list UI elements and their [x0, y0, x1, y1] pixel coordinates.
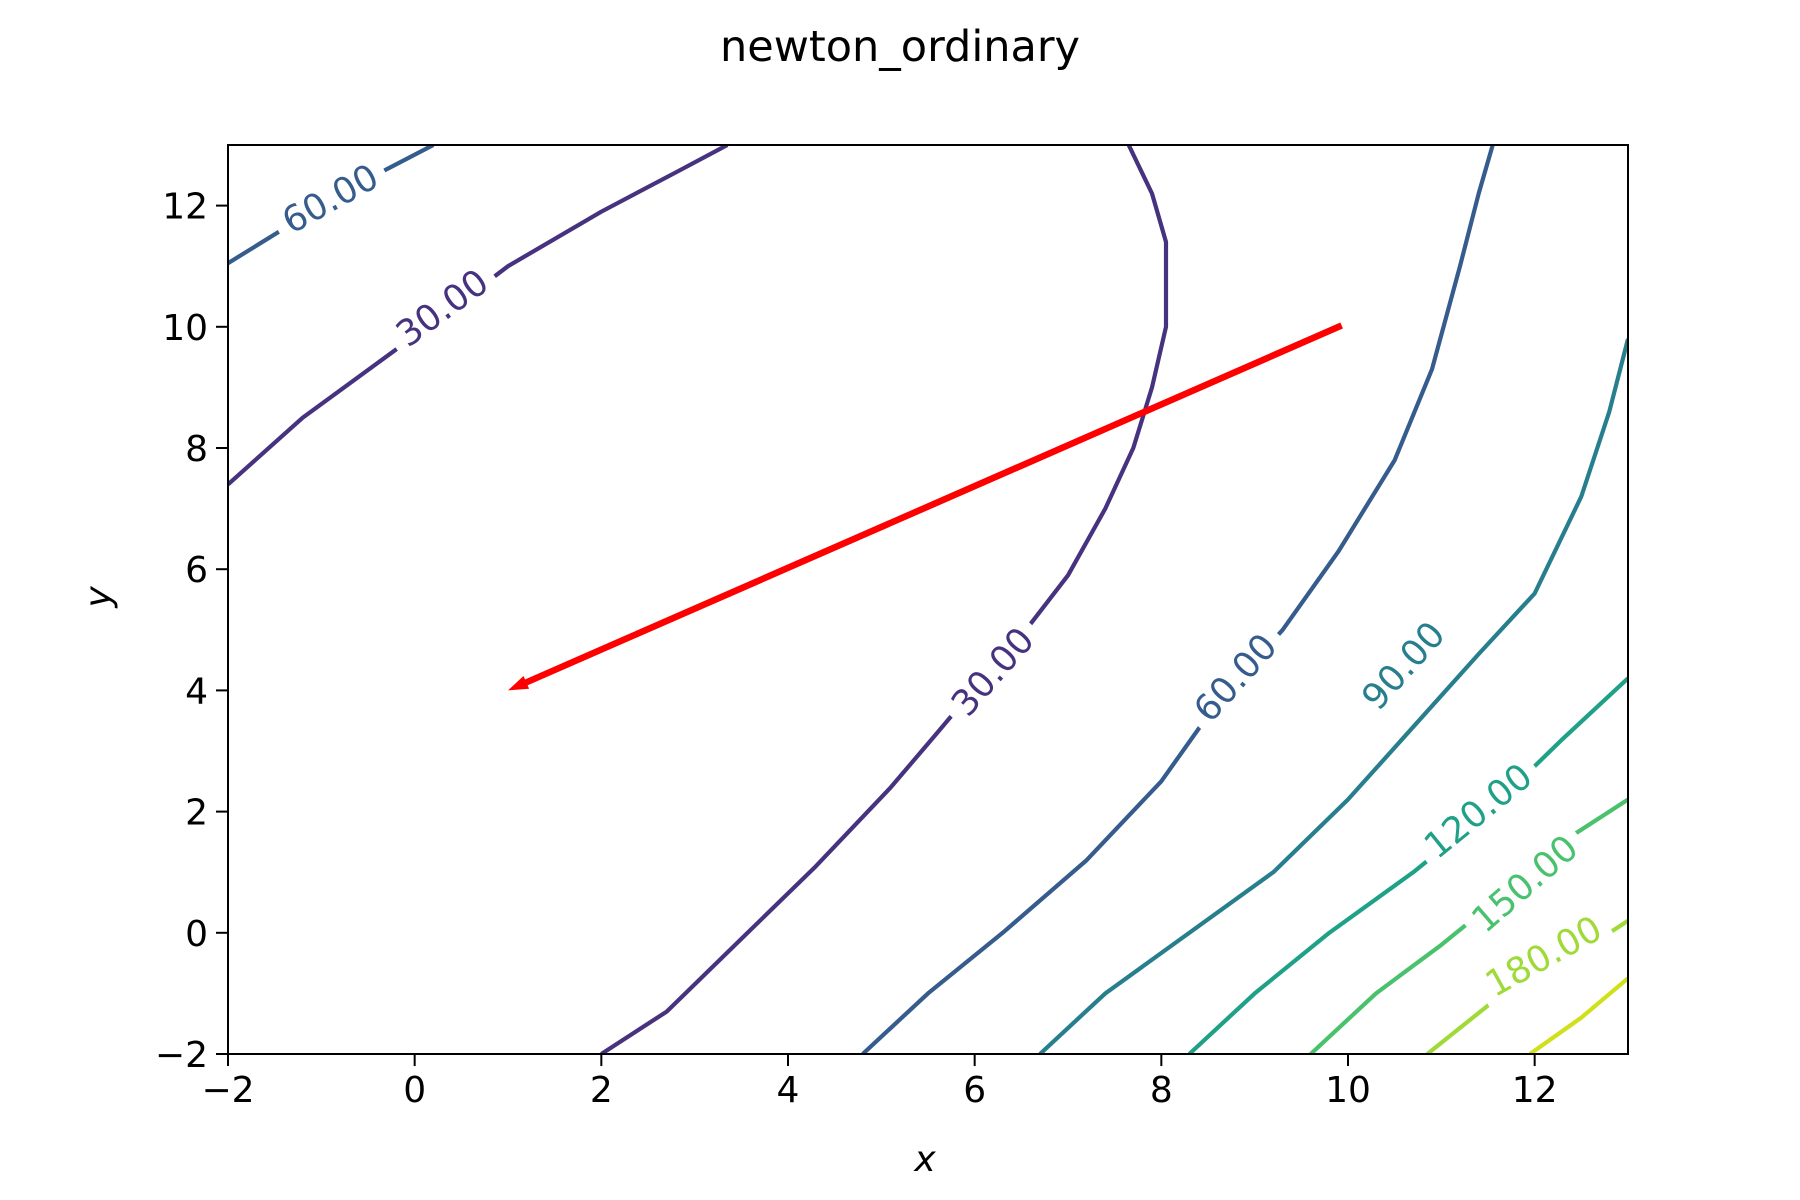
contour-line-30 — [600, 145, 1169, 1054]
x-axis-label: x — [913, 1139, 936, 1180]
y-tick-label: 6 — [185, 550, 208, 591]
y-tick-label: −2 — [155, 1035, 208, 1076]
y-axis-label: y — [78, 586, 119, 609]
contour-label-30: 30.00 — [389, 262, 496, 356]
newton-step-arrow — [508, 322, 1343, 691]
y-tick-label: 12 — [162, 187, 208, 228]
x-tick-label: 2 — [590, 1070, 613, 1111]
chart-title: newton_ordinary — [720, 22, 1080, 72]
contour-label-30: 30.00 — [944, 620, 1043, 724]
y-tick-label: 10 — [162, 308, 208, 349]
contour-label-60: 60.00 — [276, 157, 386, 243]
contour-line-180 — [1425, 918, 1628, 1054]
contour-line-90 — [1038, 338, 1628, 1054]
x-tick-label: 10 — [1325, 1070, 1371, 1111]
contour-line-30 — [228, 145, 729, 486]
contour-line-120 — [1187, 676, 1628, 1054]
contour-label-60: 60.00 — [1186, 626, 1285, 730]
contour-line-150 — [1309, 797, 1628, 1054]
x-tick-label: 6 — [963, 1070, 986, 1111]
arrow-shaft — [522, 322, 1343, 687]
y-axis: −2 0 2 4 6 8 10 12 — [155, 187, 228, 1076]
contour-line-60 — [861, 145, 1495, 1054]
x-tick-label: 8 — [1150, 1070, 1173, 1111]
y-tick-label: 8 — [185, 429, 208, 470]
contour-line-210 — [1528, 976, 1628, 1054]
arrow-head — [508, 675, 530, 691]
contour-label-90: 90.00 — [1354, 614, 1453, 718]
y-tick-label: 4 — [185, 671, 208, 712]
y-tick-label: 0 — [185, 914, 208, 955]
x-tick-label: 4 — [777, 1070, 800, 1111]
x-axis: −2 0 2 4 6 8 10 12 — [201, 1054, 1558, 1111]
plot-frame — [227, 144, 1629, 1055]
y-tick-label: 2 — [185, 793, 208, 834]
x-tick-label: 0 — [403, 1070, 426, 1111]
contour-line-60 — [228, 145, 435, 265]
x-tick-label: 12 — [1512, 1070, 1558, 1111]
contour-label-120: 120.00 — [1417, 756, 1541, 867]
x-tick-label: −2 — [201, 1070, 254, 1111]
